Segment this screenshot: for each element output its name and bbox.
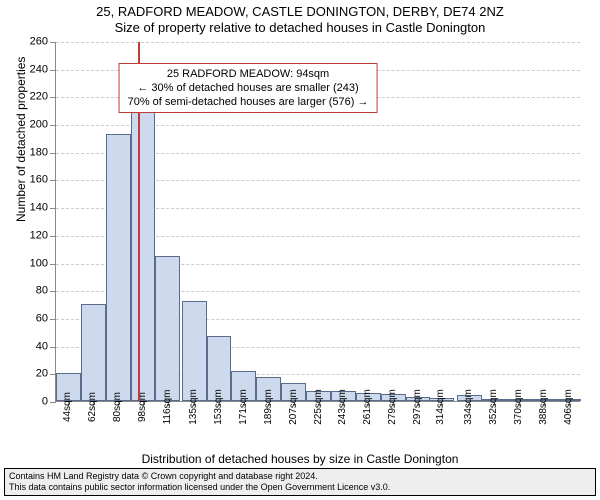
x-tick-label: 116sqm [163,390,173,425]
histogram-bar [155,256,180,401]
x-tick-label: 225sqm [314,389,324,425]
gridline-h [56,42,580,43]
annotation-line-3: 70% of semi-detached houses are larger (… [128,95,369,109]
y-tick-label: 120 [30,230,48,241]
histogram-bar [182,301,207,401]
y-tick-label: 240 [30,64,48,75]
x-tick-label: 243sqm [338,389,348,425]
x-tick-label: 80sqm [113,392,123,422]
y-tick [50,319,56,320]
y-tick-label: 220 [30,92,48,103]
x-tick-label: 279sqm [388,389,398,425]
footer-attribution: Contains HM Land Registry data © Crown c… [4,468,596,496]
chart-container: { "chart": { "type": "histogram", "title… [0,0,600,500]
y-tick [50,180,56,181]
x-tick-label: 406sqm [564,389,574,425]
x-tick-label: 370sqm [514,389,524,425]
y-tick-label: 140 [30,203,48,214]
x-axis-label: Distribution of detached houses by size … [0,452,600,466]
y-tick [50,264,56,265]
chart-titles: 25, RADFORD MEADOW, CASTLE DONINGTON, DE… [0,4,600,36]
y-tick-label: 80 [36,286,48,297]
y-tick [50,208,56,209]
y-tick-label: 100 [30,258,48,269]
y-tick-label: 60 [36,313,48,324]
x-tick-label: 207sqm [289,389,299,425]
y-tick [50,402,56,403]
footer-line-2: This data contains public sector informa… [9,482,591,493]
y-tick-label: 20 [36,369,48,380]
annotation-line-1: 25 RADFORD MEADOW: 94sqm [128,67,369,81]
y-tick-label: 200 [30,120,48,131]
chart-title-2: Size of property relative to detached ho… [0,20,600,36]
x-tick-label: 62sqm [88,392,98,422]
x-tick-label: 153sqm [214,389,224,425]
y-tick [50,42,56,43]
y-tick [50,236,56,237]
histogram-bar [131,89,156,401]
y-tick [50,291,56,292]
y-tick [50,125,56,126]
x-tick-label: 171sqm [239,389,249,425]
y-tick-label: 160 [30,175,48,186]
y-tick [50,153,56,154]
y-tick-label: 40 [36,341,48,352]
x-tick-label: 135sqm [189,389,199,425]
y-tick-label: 260 [30,37,48,48]
y-tick-label: 180 [30,147,48,158]
annotation-line-2: ← 30% of detached houses are smaller (24… [128,81,369,95]
x-tick-label: 189sqm [264,389,274,425]
y-tick [50,347,56,348]
footer-line-1: Contains HM Land Registry data © Crown c… [9,471,591,482]
x-tick-label: 352sqm [489,389,499,425]
x-tick-label: 98sqm [138,392,148,422]
y-tick [50,97,56,98]
annotation-box: 25 RADFORD MEADOW: 94sqm← 30% of detache… [119,63,378,113]
chart-title-1: 25, RADFORD MEADOW, CASTLE DONINGTON, DE… [0,4,600,20]
x-tick-label: 297sqm [413,389,423,425]
histogram-bar [106,134,131,401]
x-tick-label: 388sqm [539,389,549,425]
y-axis-label: Number of detached properties [14,57,28,222]
plot-area: 02040608010012014016018020022024026044sq… [55,42,580,402]
x-tick-label: 314sqm [436,389,446,425]
x-tick-label: 44sqm [63,392,73,422]
y-tick [50,70,56,71]
x-tick-label: 334sqm [464,389,474,425]
histogram-bar [81,304,106,401]
y-tick-label: 0 [42,397,48,408]
x-tick-label: 261sqm [363,389,373,425]
